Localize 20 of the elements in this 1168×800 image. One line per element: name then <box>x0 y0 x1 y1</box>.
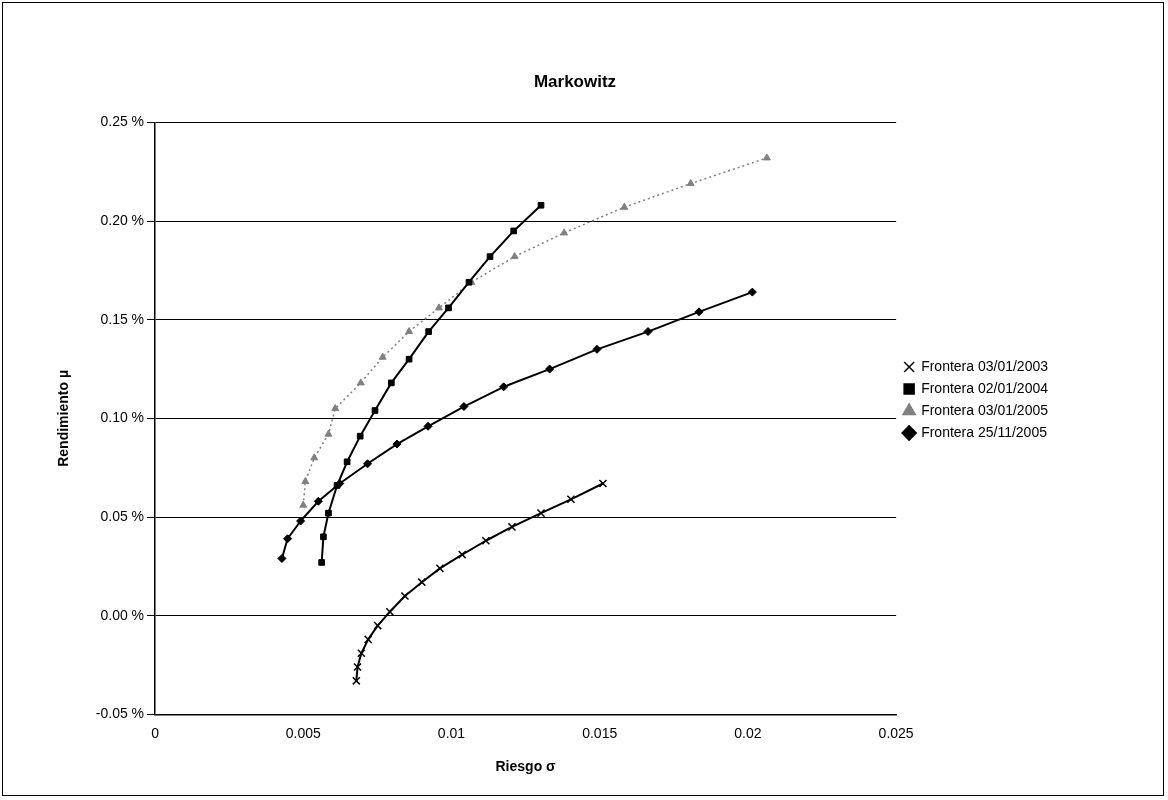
chart-title: Markowitz <box>533 71 617 91</box>
y-tick-label: 0.10 % <box>100 409 145 426</box>
x-tick-label: 0.025 <box>878 724 914 741</box>
y-tick-label: 0.15 % <box>100 310 145 327</box>
x-tick-label: 0 <box>151 724 160 741</box>
y-tick-label: -0.05 % <box>95 705 145 722</box>
x-tick-label: 0.01 <box>437 724 466 741</box>
legend-label: Frontera 03/01/2003 <box>921 357 1049 374</box>
y-axis-title: Rendimiento µ <box>55 370 72 467</box>
x-tick-label: 0.005 <box>285 724 321 741</box>
legend-label: Frontera 02/01/2004 <box>921 379 1049 396</box>
x-axis-title: Riesgo σ <box>495 758 557 775</box>
legend-label: Frontera 03/01/2005 <box>921 401 1049 418</box>
y-tick-label: 0.00 % <box>100 606 145 623</box>
y-tick-label: 0.20 % <box>100 211 145 228</box>
legend-label: Frontera 25/11/2005 <box>921 423 1048 440</box>
x-tick-label: 0.02 <box>734 724 762 741</box>
y-tick-label: 0.25 % <box>100 113 145 130</box>
y-tick-label: 0.05 % <box>100 507 145 524</box>
x-tick-label: 0.015 <box>582 724 618 741</box>
